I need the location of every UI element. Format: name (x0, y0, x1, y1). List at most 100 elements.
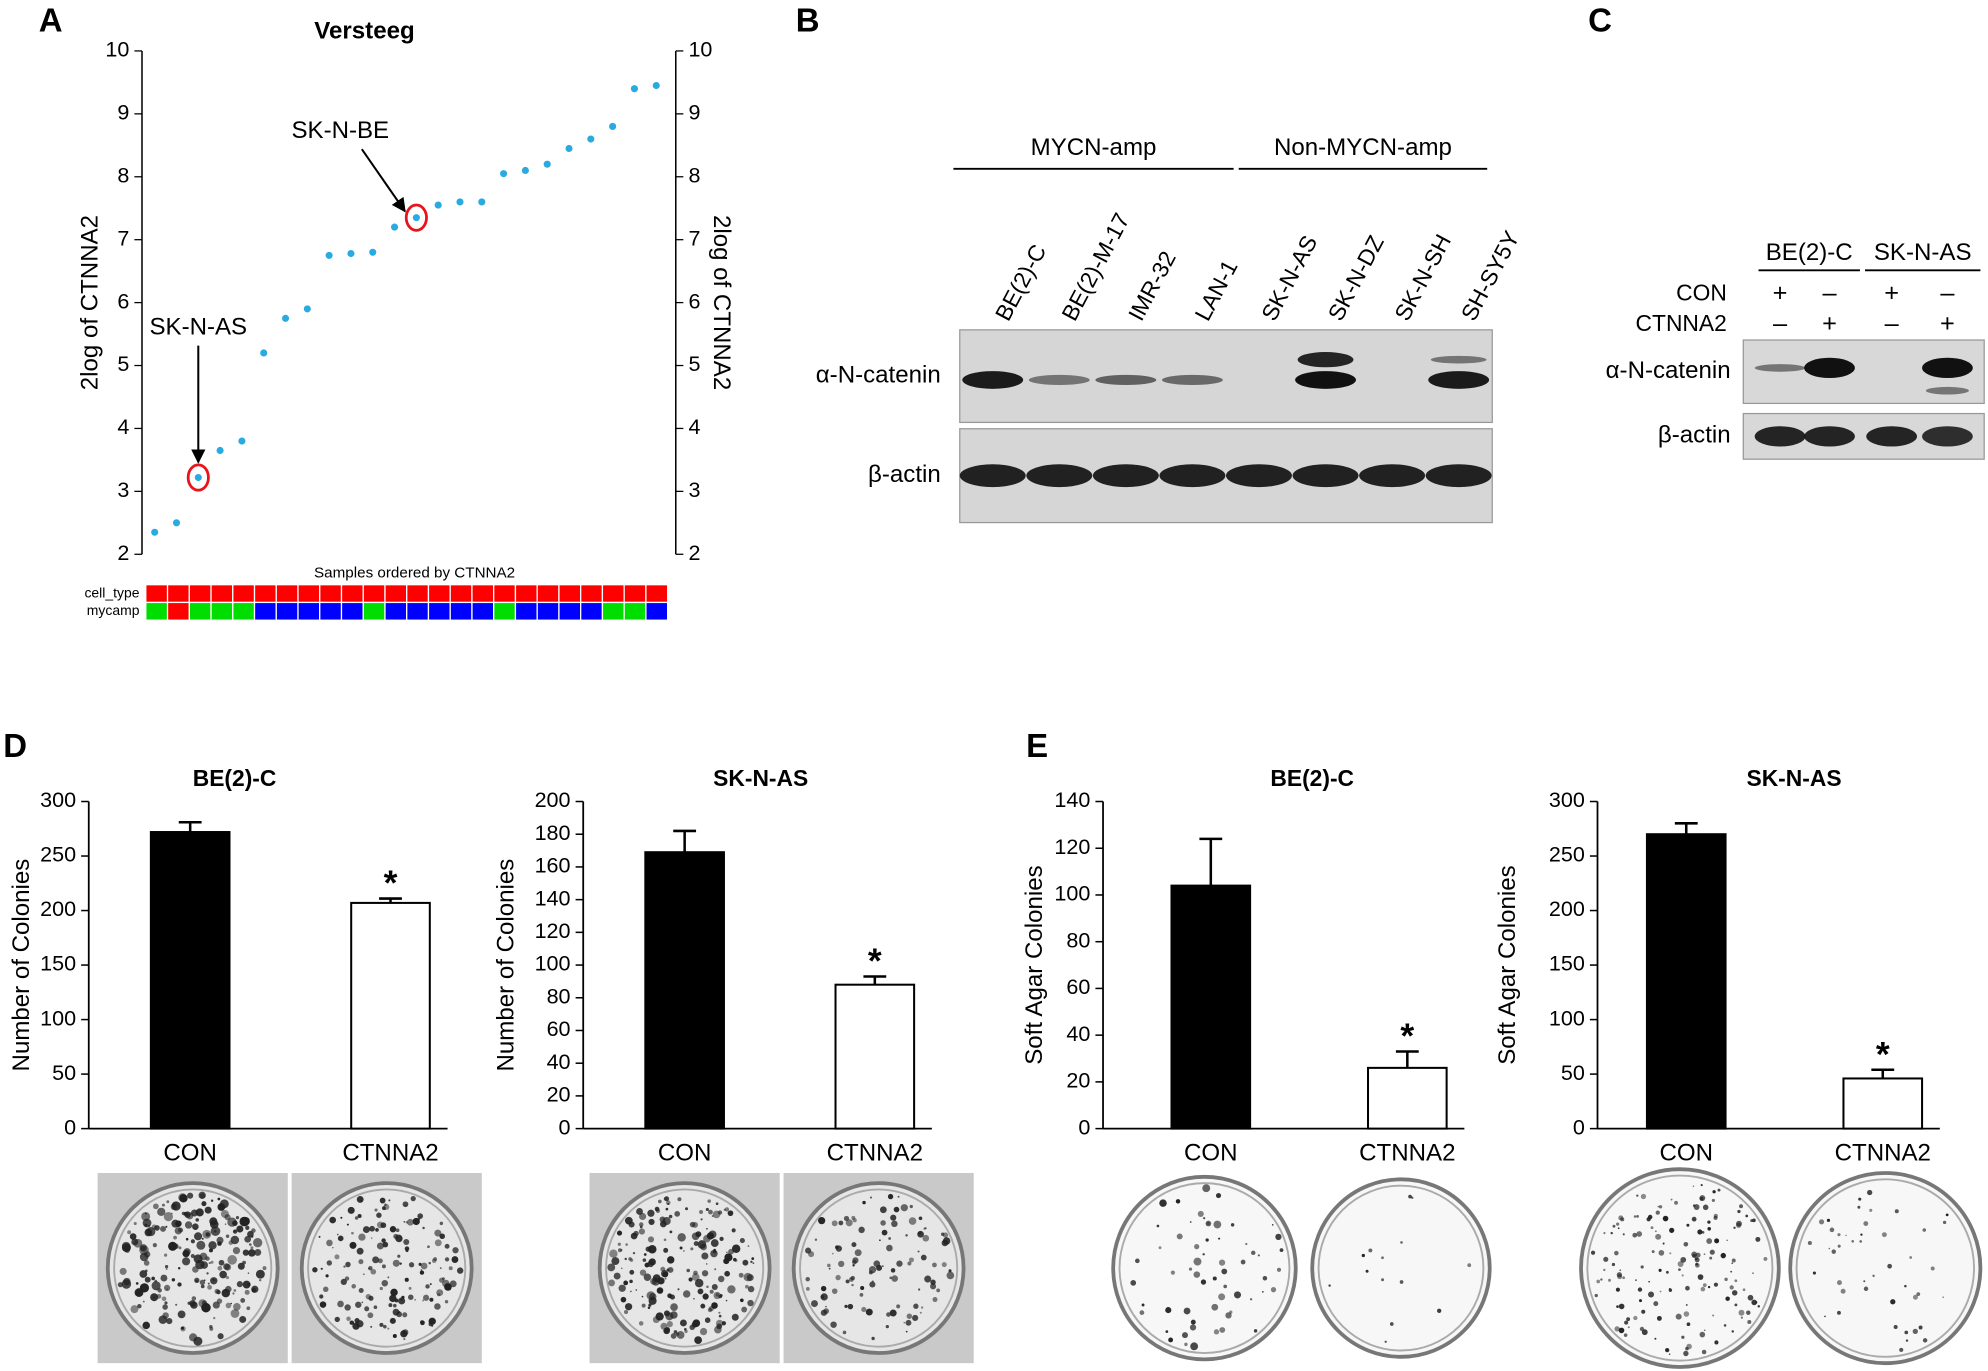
colony (1904, 1330, 1909, 1335)
colony (198, 1191, 206, 1199)
colony (177, 1267, 181, 1270)
colony (818, 1217, 826, 1225)
colony (917, 1250, 920, 1253)
plate-rim (1317, 1184, 1485, 1352)
colony (210, 1226, 221, 1236)
panel-label: D (3, 727, 27, 764)
colony (1657, 1205, 1660, 1208)
colony (879, 1206, 887, 1214)
colony (1218, 1237, 1221, 1240)
colony (217, 1203, 226, 1211)
colony (387, 1327, 390, 1330)
colony (336, 1233, 339, 1236)
colony (1709, 1249, 1715, 1255)
colony (444, 1257, 450, 1262)
colony (691, 1273, 700, 1281)
colony (1603, 1256, 1609, 1262)
colony (346, 1316, 351, 1322)
colony (451, 1256, 459, 1263)
colony (941, 1262, 947, 1268)
data-point (543, 160, 551, 168)
colony (1205, 1238, 1209, 1242)
colony (731, 1313, 739, 1321)
colony (1619, 1269, 1622, 1272)
track-cell (188, 584, 212, 604)
colony (1734, 1303, 1738, 1307)
colony (1165, 1307, 1172, 1314)
colony (1611, 1262, 1616, 1267)
colony (370, 1325, 373, 1328)
colony (1655, 1233, 1662, 1240)
data-point (260, 349, 268, 357)
track-cell (406, 601, 430, 621)
band (1925, 386, 1969, 395)
colony (239, 1216, 250, 1227)
colony (414, 1299, 416, 1301)
colony (1213, 1220, 1222, 1229)
data-point (151, 528, 159, 536)
colony (1188, 1267, 1193, 1271)
colony (157, 1207, 166, 1216)
track-cell (601, 584, 625, 604)
colony (318, 1235, 321, 1238)
band (962, 371, 1024, 389)
y-tick-label: 100 (535, 951, 571, 976)
colony (1851, 1239, 1855, 1243)
colony (357, 1213, 362, 1219)
colony (1754, 1301, 1758, 1304)
x-tick-label: CON (1659, 1139, 1713, 1166)
x-tick-label: CON (163, 1139, 217, 1166)
colony (830, 1321, 837, 1328)
plate-rim (605, 1188, 765, 1348)
colony (344, 1276, 350, 1281)
band (1297, 352, 1354, 368)
colony (201, 1201, 207, 1207)
colony (751, 1257, 755, 1261)
colony (930, 1283, 937, 1290)
colony (663, 1197, 668, 1201)
band (1295, 371, 1356, 389)
colony (171, 1203, 176, 1208)
colony (639, 1225, 643, 1229)
significance-mark: * (1876, 1034, 1890, 1074)
colony (1659, 1290, 1662, 1293)
colony (1618, 1303, 1625, 1310)
colony (1922, 1338, 1928, 1343)
colony (429, 1283, 432, 1286)
track-cell (275, 601, 299, 621)
colony (240, 1298, 246, 1303)
colony (920, 1306, 924, 1309)
colony (908, 1257, 914, 1263)
colony (157, 1288, 162, 1293)
data-point (216, 446, 224, 455)
track-cell (449, 584, 473, 604)
y-axis-label: 2log of CTNNA2 (77, 215, 104, 390)
colony (1221, 1268, 1228, 1275)
y-tick-label: 100 (1549, 1005, 1585, 1030)
colony (685, 1207, 689, 1211)
band (1922, 357, 1973, 379)
colony (1181, 1332, 1188, 1339)
colony (361, 1301, 364, 1304)
colony (1253, 1329, 1258, 1333)
colony (236, 1281, 243, 1288)
colony (1730, 1270, 1733, 1273)
colony (194, 1232, 203, 1241)
track-cell (145, 584, 169, 604)
colony (326, 1260, 333, 1266)
colony (1590, 1250, 1596, 1255)
colony (1733, 1226, 1736, 1229)
colony (918, 1231, 922, 1235)
row-label: α-N-catenin (816, 362, 941, 389)
colony (657, 1199, 662, 1204)
colony (1686, 1223, 1690, 1227)
y-tick-label: 8 (117, 162, 129, 187)
colony (1616, 1272, 1623, 1278)
colony (667, 1256, 675, 1264)
track-cell (362, 601, 386, 621)
colony (144, 1223, 148, 1227)
track-cell (253, 601, 277, 621)
colony (452, 1247, 459, 1254)
colony (1697, 1274, 1704, 1280)
